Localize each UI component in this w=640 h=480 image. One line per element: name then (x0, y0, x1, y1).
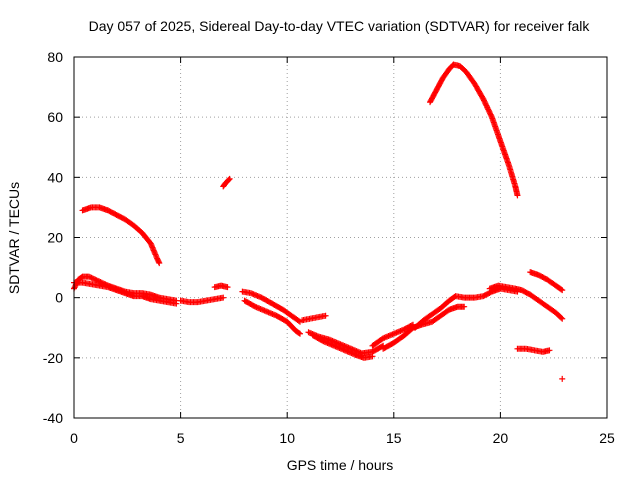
series-arc-16 (486, 282, 566, 322)
x-axis-label: GPS time / hours (287, 457, 394, 473)
series-arc-12 (369, 321, 416, 349)
data-point (296, 330, 303, 337)
data-point (322, 312, 329, 319)
series-arc-18 (514, 345, 553, 355)
series-arc-17 (527, 269, 566, 294)
series-arc-6 (220, 175, 233, 190)
data-point (558, 314, 565, 321)
data-point (546, 347, 553, 354)
data-point (295, 330, 302, 337)
y-tick-label: 80 (47, 49, 63, 65)
x-tick-label: 0 (70, 430, 78, 446)
data-points (71, 61, 566, 382)
grid-lines (74, 57, 607, 418)
series-arc-3 (71, 279, 180, 307)
data-point (559, 287, 566, 294)
plot-frame (73, 56, 608, 419)
data-point (559, 315, 566, 322)
y-tick-label: -40 (43, 410, 63, 426)
x-tick-label: 15 (386, 430, 402, 446)
series-arc-5 (211, 282, 231, 291)
series-arc-15 (427, 61, 521, 199)
y-tick-label: 0 (55, 290, 63, 306)
axis-ticks: 0 5 10 15 20 25 -40 -20 0 20 40 60 80 (43, 49, 615, 446)
series-arc-8 (241, 297, 303, 337)
chart-title: Day 057 of 2025, Sidereal Day-to-day VTE… (89, 18, 591, 34)
y-axis-label: SDTVAR / TECUs (6, 182, 22, 294)
series-arc-1 (79, 204, 163, 267)
x-tick-label: 10 (279, 430, 295, 446)
series-arc-4 (177, 294, 227, 306)
data-point (224, 284, 231, 291)
data-point (559, 375, 566, 382)
y-tick-label: 20 (47, 230, 63, 246)
data-point (514, 192, 521, 199)
data-point (226, 175, 233, 182)
data-point (558, 286, 565, 293)
series-outlier (559, 375, 566, 382)
series-arc-13 (380, 303, 468, 352)
data-point (295, 317, 302, 324)
data-point (225, 176, 232, 183)
series-arc-9 (299, 312, 329, 324)
data-point (488, 112, 495, 119)
x-tick-label: 5 (177, 430, 185, 446)
data-point (369, 353, 376, 360)
series-arc-11 (309, 332, 376, 361)
y-tick-label: 40 (47, 169, 63, 185)
data-point (173, 300, 180, 307)
x-tick-label: 25 (599, 430, 615, 446)
series-arc-7 (239, 288, 303, 325)
data-point (156, 260, 163, 267)
data-point (461, 303, 468, 310)
x-tick-label: 20 (493, 430, 509, 446)
y-tick-label: 60 (47, 109, 63, 125)
data-point (220, 294, 227, 301)
y-tick-label: -20 (43, 350, 63, 366)
